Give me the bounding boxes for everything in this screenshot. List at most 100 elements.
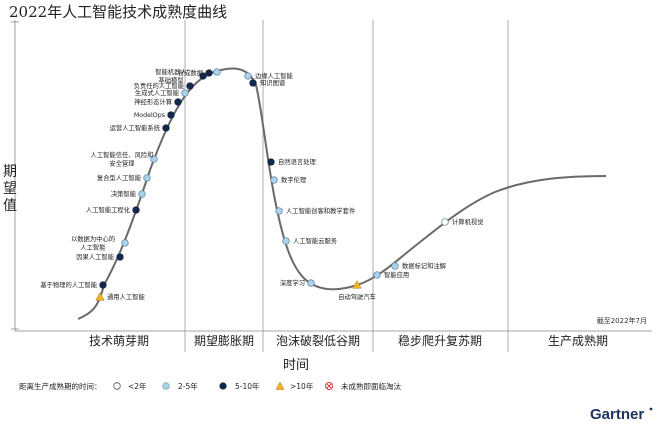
phase-dividers xyxy=(184,20,509,352)
point-marker xyxy=(116,253,124,261)
chart-title: 2022年人工智能技术成熟度曲线 xyxy=(9,3,227,21)
point-label: 基础模型 xyxy=(158,75,183,84)
point-marker xyxy=(275,207,283,215)
technology-point: 数字伦理 xyxy=(270,175,307,184)
technology-point: 知识图谱 xyxy=(249,78,286,87)
point-marker xyxy=(249,79,257,87)
point-label: 运营人工智能系统 xyxy=(110,123,161,132)
technology-point: 深度学习 xyxy=(280,278,315,287)
point-marker xyxy=(244,72,252,80)
point-label: 生成式人工智能 xyxy=(135,88,180,97)
point-marker xyxy=(373,271,381,279)
point-marker xyxy=(143,174,151,182)
legend-marker-lt2 xyxy=(113,382,121,390)
legend-marker-obsolete xyxy=(324,381,334,391)
point-label: 自然语言处理 xyxy=(278,157,316,166)
x-axis-label: 时间 xyxy=(283,358,309,373)
point-label: 人工智能创客和教学套件 xyxy=(286,206,355,215)
phase-label-innovation-trigger: 技术萌芽期 xyxy=(89,334,149,348)
point-label: 合成数据 xyxy=(178,68,204,77)
point-label: 神经形态计算 xyxy=(134,97,172,106)
point-label: 计算机视觉 xyxy=(452,217,483,226)
point-marker xyxy=(174,98,182,106)
point-label: 以数据为中心的 xyxy=(71,234,115,243)
legend-label-5to10: 5-10年 xyxy=(235,381,260,391)
point-marker xyxy=(138,190,146,198)
point-label: 数据标记和注解 xyxy=(402,261,447,270)
as-of-date: 截至2022年7月 xyxy=(597,316,647,325)
y-axis-label: 期望值 xyxy=(3,164,17,214)
technology-point: 通用人工智能 xyxy=(95,292,145,301)
point-label: 决策智能 xyxy=(111,189,137,198)
point-label: 复合型人工智能 xyxy=(97,173,142,182)
technology-point: 人工智能创客和教学套件 xyxy=(275,206,355,215)
legend-marker-2to5 xyxy=(162,382,170,390)
y-axis-label-char: 值 xyxy=(3,198,17,214)
point-marker xyxy=(150,155,158,163)
legend-title: 距离生产成熟期的时间： xyxy=(19,381,102,391)
point-marker xyxy=(199,72,207,80)
technology-point: 生成式人工智能 xyxy=(135,88,189,97)
technology-point: 复合型人工智能 xyxy=(97,173,151,182)
point-marker xyxy=(95,292,105,301)
phase-label-slope: 稳步爬升复苏期 xyxy=(398,333,482,348)
technology-point: 自动驾驶汽车 xyxy=(338,280,376,301)
technology-point xyxy=(213,68,221,76)
point-label: 人工智能 xyxy=(80,242,106,251)
point-marker xyxy=(267,158,275,166)
point-label: 安全管理 xyxy=(109,158,135,167)
y-axis-label-char: 望 xyxy=(3,181,17,197)
legend-marker-gt10 xyxy=(275,381,285,390)
point-label: 边缘人工智能 xyxy=(255,71,293,80)
technology-point: 人工智能工程化 xyxy=(86,205,140,214)
gartner-logo: Gartner xyxy=(590,406,644,423)
point-marker xyxy=(205,69,213,77)
point-marker xyxy=(121,239,129,247)
phase-label-trough: 泡沫破裂低谷期 xyxy=(276,333,360,348)
point-label: 人工智能云服务 xyxy=(293,236,338,245)
legend-label-2to5: 2-5年 xyxy=(178,381,198,391)
point-label: 智能应用 xyxy=(384,270,409,279)
point-label: 数字伦理 xyxy=(281,175,307,184)
point-label: 通用人工智能 xyxy=(107,292,145,301)
technology-point: 边缘人工智能 xyxy=(244,71,293,80)
point-marker xyxy=(307,279,315,287)
point-marker xyxy=(186,82,194,90)
point-label: 人工智能工程化 xyxy=(86,205,131,214)
phase-label-peak: 期望膨胀期 xyxy=(194,334,254,348)
gartner-logo-dot xyxy=(649,407,653,411)
technology-point: 智能应用 xyxy=(373,270,409,279)
legend-label-lt2: <2年 xyxy=(128,381,147,391)
point-label: 基于物理的人工智能 xyxy=(40,280,97,289)
point-marker xyxy=(181,89,189,97)
point-marker xyxy=(99,281,107,289)
point-marker xyxy=(282,237,290,245)
point-marker xyxy=(352,280,362,289)
point-label: 人工智能信任、风险和 xyxy=(91,150,154,159)
technology-point: 人工智能云服务 xyxy=(282,236,338,245)
point-marker xyxy=(162,124,170,132)
legend-label-obsolete: 未成熟即面临淘汰 xyxy=(341,381,401,391)
technology-point: ModelOps xyxy=(134,111,175,119)
point-label: 因果人工智能 xyxy=(76,252,114,261)
technology-point: 基于物理的人工智能 xyxy=(40,280,107,289)
technology-point: 合成数据 xyxy=(178,68,213,77)
point-label: 深度学习 xyxy=(280,278,305,287)
point-marker xyxy=(441,218,449,226)
point-marker xyxy=(132,206,140,214)
technology-point: 数据标记和注解 xyxy=(391,261,447,270)
technology-point: 自然语言处理 xyxy=(267,157,316,166)
technology-point: 因果人工智能 xyxy=(76,252,124,261)
point-marker xyxy=(213,68,221,76)
legend-label-gt10: >10年 xyxy=(290,381,314,391)
point-label: 自动驾驶汽车 xyxy=(338,292,376,301)
point-marker xyxy=(167,111,175,119)
legend-marker-5to10 xyxy=(219,382,227,390)
point-marker xyxy=(391,262,399,270)
technology-point: 运营人工智能系统 xyxy=(110,123,170,132)
